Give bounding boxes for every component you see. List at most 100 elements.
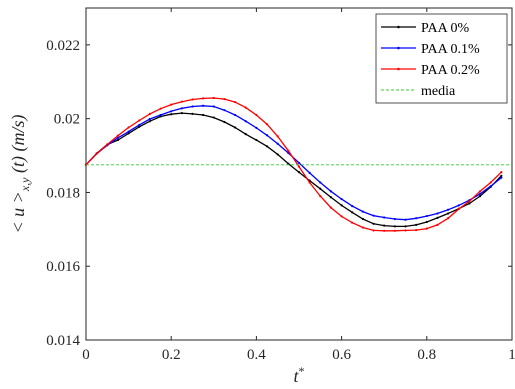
data-point-paa-0_2- (106, 143, 109, 146)
data-point-paa-0- (468, 202, 471, 205)
legend-marker-paa-0_1- (397, 46, 400, 50)
data-point-paa-0_1- (191, 105, 194, 108)
data-point-paa-0_2- (138, 119, 141, 122)
data-point-paa-0- (148, 120, 151, 123)
data-point-paa-0_2- (383, 229, 386, 232)
data-point-paa-0_1- (297, 161, 301, 165)
data-point-paa-0_1- (308, 171, 311, 174)
data-point-paa-0- (212, 116, 215, 119)
data-point-paa-0_1- (457, 204, 460, 207)
data-point-paa-0_2- (404, 229, 407, 232)
legend-marker-paa-0_2- (397, 67, 400, 71)
data-point-paa-0- (297, 171, 301, 174)
y-tick-label: 0.022 (46, 38, 80, 54)
data-point-paa-0_2- (276, 135, 279, 138)
data-point-paa-0_1- (276, 142, 279, 145)
legend: PAA 0% PAA 0.1% PAA 0.2% media (375, 13, 508, 104)
data-point-paa-0- (372, 222, 375, 225)
data-point-paa-0_1- (415, 217, 418, 220)
data-point-paa-0- (361, 217, 364, 221)
data-point-paa-0- (127, 132, 130, 135)
data-point-paa-0_1- (319, 181, 322, 184)
data-point-paa-0_1- (180, 107, 183, 110)
y-tick-label: 0.018 (46, 185, 80, 201)
data-point-paa-0_1- (234, 113, 237, 117)
data-point-paa-0- (351, 211, 354, 214)
data-point-paa-0_1- (393, 217, 396, 221)
data-point-paa-0_2- (191, 98, 194, 101)
data-point-paa-0_2- (393, 229, 396, 232)
data-point-paa-0_2- (148, 112, 151, 115)
data-point-paa-0- (415, 223, 418, 227)
data-point-paa-0- (180, 112, 183, 115)
data-point-paa-0- (255, 138, 258, 142)
legend-label-paa-0_1-: PAA 0.1% (421, 42, 480, 57)
legend-label-paa-0_2-: PAA 0.2% (421, 63, 480, 78)
data-point-paa-0_1- (127, 130, 130, 133)
legend-label-paa-0-: PAA 0% (421, 21, 469, 36)
data-point-paa-0- (170, 113, 173, 116)
data-point-paa-0- (287, 162, 290, 165)
data-point-paa-0_1- (255, 126, 258, 129)
data-point-paa-0_2- (319, 195, 322, 198)
data-point-paa-0_1- (500, 176, 503, 179)
data-point-paa-0- (340, 204, 343, 207)
x-tick-label: 0.6 (332, 347, 351, 363)
data-point-paa-0_2- (180, 100, 183, 103)
legend-box (375, 13, 508, 104)
data-point-paa-0_1- (138, 123, 141, 127)
data-point-paa-0- (436, 216, 439, 219)
data-point-paa-0_1- (329, 190, 333, 193)
data-point-paa-0_1- (361, 210, 364, 213)
axis-layer: 0 0.2 0.4 0.6 0.8 1 0.014 0.016 0.018 0.02 0.022 (46, 8, 515, 363)
y-axis-label: < u >x,y (t) (m/s) (8, 115, 32, 234)
data-point-paa-0_1- (447, 208, 450, 211)
data-point-paa-0- (223, 120, 226, 124)
data-point-paa-0_1- (425, 214, 428, 218)
data-point-paa-0_2- (234, 100, 237, 104)
x-tick-label: 0.4 (247, 347, 266, 363)
data-point-paa-0_2- (351, 221, 354, 224)
x-tick-label: 1 (508, 347, 515, 363)
data-point-paa-0_2- (478, 190, 482, 193)
data-point-paa-0_1- (170, 110, 173, 113)
data-point-paa-0_2- (223, 98, 226, 101)
data-point-paa-0_2- (159, 107, 162, 110)
data-point-paa-0_2- (287, 149, 290, 152)
data-point-paa-0- (478, 195, 482, 198)
data-point-paa-0_1- (265, 134, 269, 137)
data-point-paa-0- (404, 225, 407, 228)
data-point-paa-0_2- (447, 217, 450, 220)
data-point-paa-0_2- (212, 96, 215, 100)
data-point-paa-0- (500, 174, 503, 177)
data-point-paa-0_1- (159, 113, 162, 117)
data-point-paa-0_2- (308, 181, 311, 184)
data-point-paa-0_2- (340, 215, 343, 218)
y-tick-label: 0.014 (46, 333, 80, 349)
data-point-paa-0_2- (329, 206, 333, 209)
data-point-paa-0_1- (202, 104, 205, 107)
data-point-paa-0_2- (457, 207, 460, 211)
data-point-paa-0- (383, 224, 386, 227)
data-point-paa-0_2- (265, 123, 269, 126)
data-point-paa-0- (191, 112, 194, 115)
data-point-paa-0_1- (372, 214, 375, 217)
data-point-paa-0- (202, 113, 205, 117)
data-point-paa-0- (265, 145, 269, 148)
data-point-paa-0- (276, 153, 279, 156)
data-point-paa-0_1- (244, 120, 247, 123)
series-layer (84, 96, 512, 232)
data-point-paa-0_2- (415, 228, 418, 232)
data-point-paa-0- (319, 187, 322, 190)
data-point-paa-0_1- (148, 117, 151, 121)
data-point-paa-0_2- (425, 227, 428, 230)
legend-marker-paa-0- (397, 25, 400, 29)
data-point-paa-0_1- (212, 105, 215, 108)
data-point-paa-0- (234, 126, 237, 129)
data-point-paa-0_1- (223, 109, 226, 112)
data-point-paa-0_1- (116, 136, 120, 139)
data-point-paa-0_2- (489, 181, 492, 184)
data-point-paa-0_1- (489, 185, 492, 188)
x-tick-label: 0 (82, 347, 90, 363)
